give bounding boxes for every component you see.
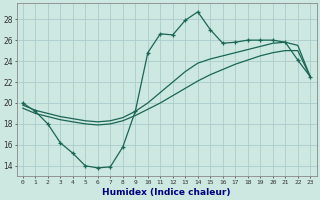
X-axis label: Humidex (Indice chaleur): Humidex (Indice chaleur) [102, 188, 231, 197]
